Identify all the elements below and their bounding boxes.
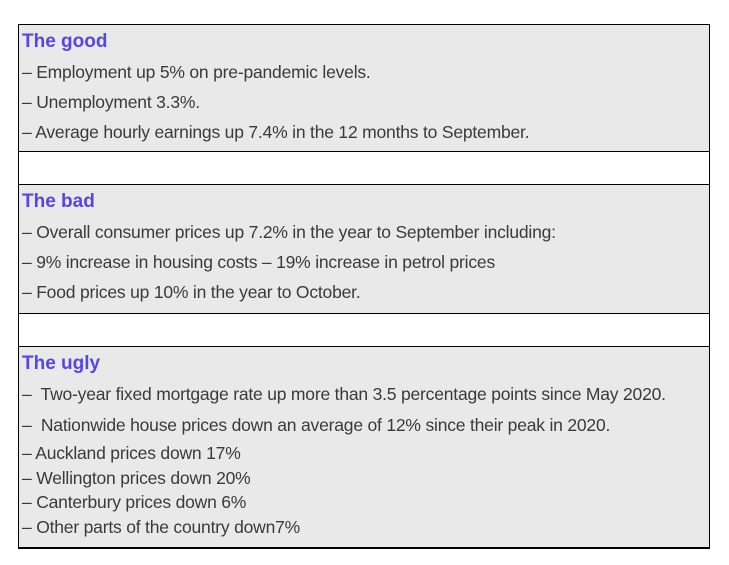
list-item: – Employment up 5% on pre-pandemic level…	[22, 62, 371, 82]
list-item: – Overall consumer prices up 7.2% in the…	[22, 222, 556, 242]
section-title-ugly: The ugly	[22, 353, 101, 374]
list-item: – Auckland prices down 17%	[22, 443, 241, 463]
list-item: – Wellington prices down 20%	[22, 467, 251, 488]
list-item: – Unemployment 3.3%.	[22, 92, 200, 112]
section-the-bad: The bad – Overall consumer prices up 7.2…	[19, 185, 709, 314]
good-bad-ugly-table: The good – Employment up 5% on pre-pande…	[18, 24, 710, 549]
list-item: – Nationwide house prices down an averag…	[22, 415, 611, 435]
spacer-row	[19, 314, 709, 347]
spacer-row	[19, 152, 709, 185]
list-item: – Canterbury prices down 6%	[22, 492, 247, 512]
list-item: – 9% increase in housing costs – 19% inc…	[22, 252, 496, 272]
section-the-ugly: The ugly – Two-year fixed mortgage rate …	[19, 347, 709, 547]
section-title-good: The good	[22, 31, 108, 52]
section-title-bad: The bad	[22, 191, 95, 212]
list-item: – Other parts of the country down7%	[22, 516, 301, 537]
list-item: – Average hourly earnings up 7.4% in the…	[22, 122, 530, 142]
list-item: – Two-year fixed mortgage rate up more t…	[22, 384, 666, 404]
list-item: – Food prices up 10% in the year to Octo…	[22, 282, 361, 302]
section-the-good: The good – Employment up 5% on pre-pande…	[19, 25, 709, 152]
